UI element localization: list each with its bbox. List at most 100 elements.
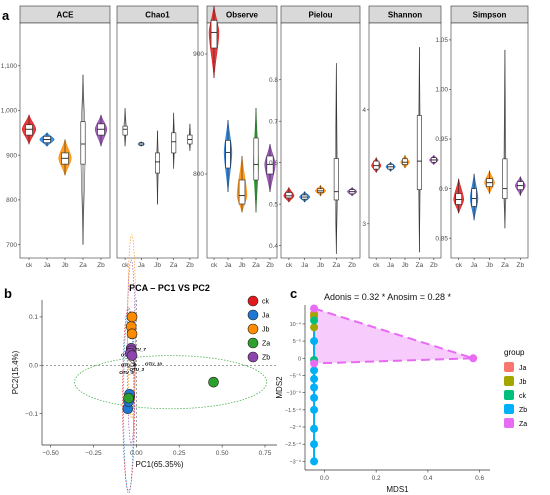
y-tick-label: −2.5⁻⁴ [285,441,302,448]
y-tick-label: 0.8 [269,77,278,84]
legend-key-ck [247,295,259,307]
x-tick-label: −0.25 [85,450,102,457]
legend-label-ck: ck [262,299,270,306]
point-Za [208,376,219,388]
facet-title: Observe [226,11,259,20]
y-tick-label: 0.95 [435,136,448,143]
violin-facets-panel: ACE 700 800 900 1,000 1,100 ck Ja Jb Za Zb Chao1 ck J… [1,5,529,269]
x-tick-label: 0.6 [475,475,484,482]
legend-title: group [504,348,525,357]
box-Ja [471,188,477,207]
facet-frame [450,22,529,259]
legend-key-ck [504,390,514,400]
x-tick-label: ck [373,262,380,269]
point-Zb [310,393,319,402]
facet-frame [280,22,361,259]
chart-title: PCA – PC1 VS PC2 [129,283,210,293]
y-tick-label: −10⁻⁴ [286,390,301,397]
x-tick-label: Zb [517,262,525,269]
box-Za [416,115,422,190]
legend-key-Zb [504,404,514,414]
y-tick-label: 10⁻⁴ [290,321,302,328]
hull-za [313,307,474,365]
box-Zb [266,155,274,175]
legend-key-Zb [247,351,259,363]
violin-Za [334,63,338,254]
y-tick-label: 0.5 [269,201,278,208]
x-tick-label: Ja [301,262,308,269]
group-ellipse [122,306,135,492]
y-tick-label: 0 [298,356,301,362]
otu-label: OTU_5 [119,370,134,375]
point-Jb [126,311,138,323]
legend-label-Jb: Jb [262,327,270,334]
y-tick-label: 700 [6,242,17,249]
box-ck [285,192,293,199]
x-tick-label: 0.00 [130,450,143,457]
point-Jb [126,328,138,340]
y-tick-label: −5⁻⁵ [290,372,301,379]
box-Ja [225,140,231,169]
x-tick-label: ck [286,262,293,269]
x-tick-label: Ja [44,262,51,269]
facet-title: ACE [57,11,75,20]
y-tick-label: 1,000 [1,108,18,115]
legend-key-Jb [247,323,259,335]
legend-label-Ja: Ja [519,365,527,372]
point-Zb [310,374,319,383]
y-tick-label: 900 [193,51,204,58]
legend-key-Za [504,418,514,428]
x-tick-label: Za [416,262,424,269]
loading-arrow [130,365,137,373]
x-tick-label: Zb [430,262,438,269]
legend-key-Ja [504,362,514,372]
x-tick-label: Ja [387,262,394,269]
point-Za [469,354,478,363]
box-ck [122,125,128,136]
x-tick-label: −0.50 [42,450,59,457]
point-Zb [310,405,319,414]
point-Zb [126,350,138,361]
point-Zb [310,424,319,433]
y-tick-label: −3⁻⁴ [289,458,301,465]
x-tick-label: 0.75 [259,450,272,457]
x-axis-title: PC1(65.35%) [135,460,183,469]
x-tick-label: Ja [225,262,232,269]
y-tick-label: 0.85 [435,235,448,242]
facet-title: Simpson [473,11,507,20]
x-tick-label: Jb [62,262,69,269]
box-Za [171,132,177,154]
y-tick-label: −1.5⁻⁴ [285,407,302,414]
box-ck [455,193,463,205]
y-tick-label: 5⁻⁵ [293,338,301,345]
point-ck [310,316,319,325]
y-tick-label: −0.1 [25,411,38,418]
x-tick-label: Jb [486,262,493,269]
y-axis-title: MDS2 [275,376,284,399]
y-axis-title: PC2(15.4%) [11,350,20,394]
y-tick-label: 0.1 [29,314,38,321]
pca-panel: PCA – PC1 VS PC2 −0.50 −0.25 0.00 0.25 0.50 0.… [11,234,277,494]
x-tick-label: Zb [97,262,105,269]
legend-key-Jb [504,376,514,386]
y-tick-label: 1.00 [435,87,448,94]
x-axis-title: MDS1 [386,485,409,494]
x-tick-label: Ja [471,262,478,269]
x-tick-label: Za [170,262,178,269]
y-tick-label: 1,100 [1,63,18,70]
y-tick-label: 800 [193,171,204,178]
x-tick-label: ck [26,262,33,269]
y-tick-label: 0.0 [29,362,38,369]
chart-title: Adonis = 0.32 * Anosim = 0.28 * [324,292,452,302]
loading-arrow [127,365,137,368]
x-tick-label: 0.25 [173,450,186,457]
x-tick-label: Jb [239,262,246,269]
point-Zb [310,337,319,346]
y-tick-label: 0.6 [269,160,278,167]
x-tick-label: ck [211,262,218,269]
x-tick-label: Jb [317,262,324,269]
facet-title: Chao1 [145,11,170,20]
legend-key-Za [247,337,259,349]
x-tick-label: 0.4 [423,475,432,482]
